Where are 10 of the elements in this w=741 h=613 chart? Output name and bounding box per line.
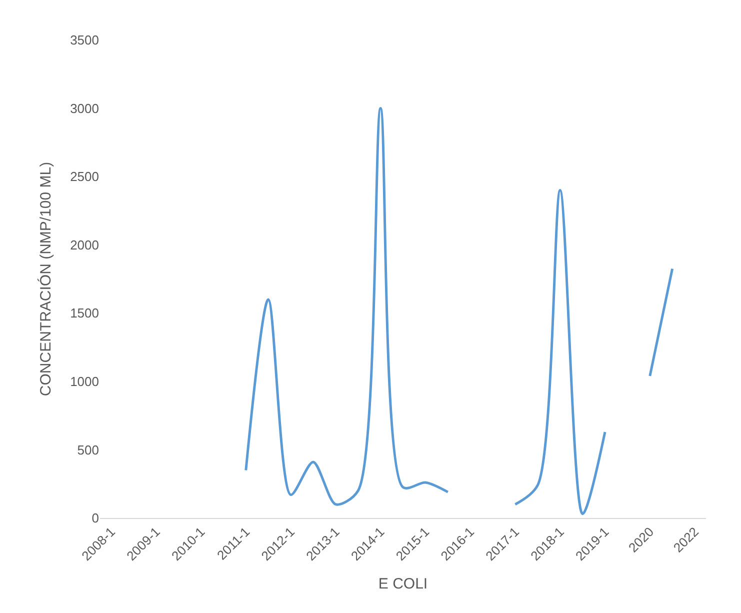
y-tick-label: 1000 <box>70 374 99 389</box>
x-axis-title: E COLI <box>378 575 428 592</box>
y-tick-label: 0 <box>92 510 99 526</box>
y-tick-label: 3000 <box>70 100 99 116</box>
y-tick-label: 1500 <box>70 306 99 321</box>
y-tick-label: 2000 <box>70 237 99 252</box>
y-axis-title: CONCENTRACIÓN (NMP/100 ML) <box>36 162 54 396</box>
y-tick-label: 3500 <box>70 32 99 48</box>
y-tick-label: 500 <box>77 442 99 458</box>
y-tick-label: 2500 <box>70 169 99 184</box>
